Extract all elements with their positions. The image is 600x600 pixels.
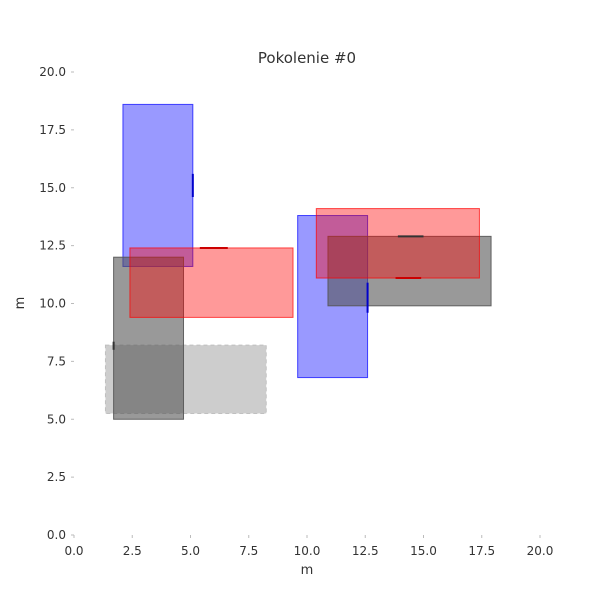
chart-title: Pokolenie #0 [258, 49, 356, 67]
y-tick-label: 5.0 [47, 412, 66, 426]
y-tick-label: 20.0 [39, 65, 66, 79]
y-tick-label: 15.0 [39, 181, 66, 195]
x-axis-ticks: 0.0 2.5 5.0 7.5 10.0 12.5 15.0 17.5 20.0 [64, 535, 553, 558]
y-tick-label: 12.5 [39, 239, 66, 253]
x-tick-label: 5.0 [181, 544, 200, 558]
x-tick-label: 10.0 [294, 544, 321, 558]
x-axis-label: m [301, 563, 314, 578]
x-tick-label: 12.5 [352, 544, 379, 558]
door-marks-layer [112, 173, 424, 350]
y-tick-label: 0.0 [47, 528, 66, 542]
x-tick-label: 7.5 [239, 544, 258, 558]
rooms-layer [104, 103, 492, 420]
y-tick-label: 17.5 [39, 123, 66, 137]
room-rect-3 [129, 247, 294, 318]
x-tick-label: 2.5 [123, 544, 142, 558]
x-tick-label: 0.0 [64, 544, 83, 558]
y-tick-label: 10.0 [39, 297, 66, 311]
room-rect-1 [122, 103, 194, 267]
room-rect-5 [327, 235, 492, 307]
y-tick-label: 7.5 [47, 354, 66, 368]
y-axis-ticks: 0.0 2.5 5.0 7.5 10.0 12.5 15.0 17.5 20.0 [39, 65, 74, 542]
x-tick-label: 15.0 [410, 544, 437, 558]
y-axis-label: m [13, 297, 28, 310]
room-rect-6 [315, 208, 480, 279]
y-tick-label: 2.5 [47, 470, 66, 484]
room-rect-2 [113, 256, 185, 420]
x-tick-label: 17.5 [468, 544, 495, 558]
x-tick-label: 20.0 [527, 544, 554, 558]
